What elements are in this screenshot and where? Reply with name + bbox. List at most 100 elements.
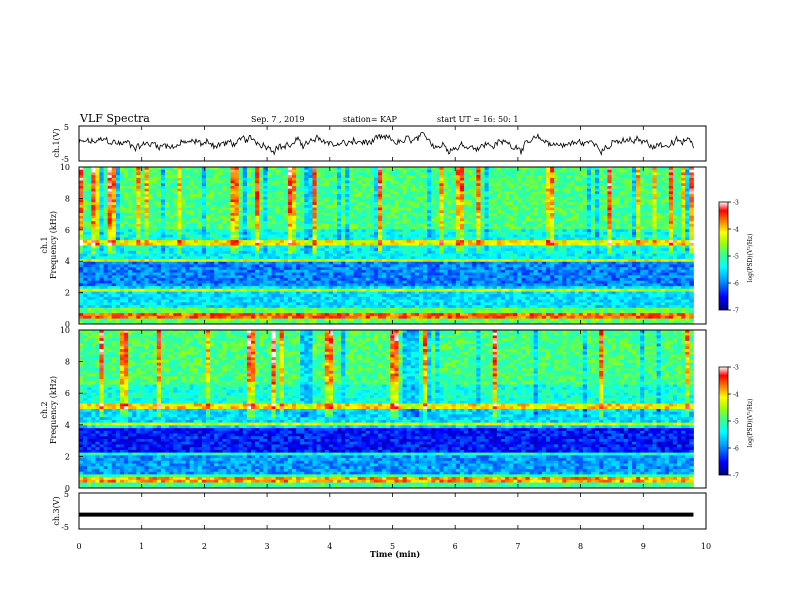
- spectrogram-cell: [390, 259, 395, 263]
- spectrogram-cell: [324, 172, 330, 176]
- spectrogram-cell: [357, 302, 363, 306]
- spectrogram-cell: [201, 313, 207, 317]
- spectrogram-cell: [107, 199, 113, 203]
- spectrogram-cell: [263, 226, 268, 230]
- spectrogram-cell: [91, 315, 96, 319]
- spectrogram-cell: [91, 202, 96, 206]
- spectrogram-cell: [406, 245, 412, 249]
- spectrogram-cell: [378, 261, 383, 265]
- spectrogram-cell: [267, 199, 272, 203]
- spectrogram-cell: [328, 207, 334, 211]
- spectrogram-cell: [386, 167, 391, 171]
- spectrogram-cell: [99, 204, 104, 209]
- spectrogram-cell: [238, 253, 244, 257]
- spectrogram-cell: [226, 305, 231, 309]
- spectrogram-cell: [91, 172, 96, 176]
- spectrogram-cell: [124, 202, 129, 206]
- spectrogram-cell: [181, 169, 186, 173]
- spectrogram-cell: [111, 277, 117, 282]
- spectrogram-cell: [410, 180, 416, 184]
- spectrogram-cell: [283, 169, 289, 173]
- spectrogram-cell: [201, 191, 207, 195]
- spectrogram-cell: [205, 199, 211, 203]
- spectrogram-cell: [357, 175, 363, 179]
- spectrogram-cell: [222, 310, 227, 314]
- spectrogram-cell: [107, 196, 113, 200]
- spectrogram-cell: [341, 183, 346, 187]
- spectrogram-cell: [91, 226, 96, 230]
- spectrogram-cell: [234, 207, 240, 211]
- spectrogram-cell: [357, 310, 363, 314]
- spectrogram-cell: [152, 221, 158, 225]
- spectrogram-cell: [332, 291, 338, 295]
- spectrogram-cell: [193, 169, 199, 173]
- spectrogram-cell: [222, 272, 227, 276]
- spectrogram-cell: [132, 210, 137, 214]
- spectrogram-cell: [115, 194, 121, 198]
- spectrogram-cell: [357, 199, 363, 203]
- spectrogram-cell: [230, 177, 236, 181]
- spectrogram-cell: [111, 248, 117, 252]
- spectrogram-cell: [279, 291, 285, 295]
- spectrogram-cell: [103, 267, 109, 271]
- spectrogram-cell: [390, 231, 395, 236]
- spectrogram-cell: [345, 169, 350, 173]
- spectrogram-cell: [312, 248, 317, 252]
- spectrogram-cell: [271, 188, 277, 192]
- spectrogram-cell: [255, 315, 260, 319]
- spectrogram-cell: [173, 223, 178, 227]
- spectrogram-cell: [365, 196, 371, 200]
- spectrogram-cell: [275, 248, 281, 252]
- spectrogram-cell: [255, 188, 260, 192]
- spectrogram-cell: [398, 172, 404, 176]
- spectrogram-cell: [292, 204, 297, 209]
- spectrogram-cell: [152, 202, 158, 206]
- spectrogram-cell: [353, 313, 358, 317]
- spectrogram-cell: [173, 167, 178, 171]
- spectrogram-cell: [111, 288, 117, 292]
- spectrogram-cell: [353, 310, 358, 314]
- spectrogram-cell: [91, 191, 96, 195]
- spectrogram-cell: [382, 307, 387, 311]
- spectrogram-cell: [419, 318, 424, 322]
- spectrogram-cell: [296, 280, 301, 284]
- spectrogram-cell: [160, 234, 166, 238]
- spectrogram-cell: [267, 318, 272, 322]
- spectrogram-cell: [87, 204, 92, 209]
- spectrogram-cell: [210, 194, 215, 198]
- spectrogram-cell: [99, 313, 104, 317]
- spectrogram-cell: [140, 248, 145, 252]
- spectrogram-cell: [181, 294, 186, 298]
- spectrogram-cell: [414, 240, 420, 244]
- spectrogram-cell: [316, 194, 322, 198]
- spectrogram-cell: [275, 299, 281, 303]
- spectrogram-cell: [337, 191, 342, 195]
- spectrogram-cell: [136, 199, 141, 203]
- spectrogram-cell: [390, 280, 395, 284]
- spectrogram-cell: [201, 275, 207, 279]
- spectrogram-cell: [119, 180, 125, 184]
- spectrogram-cell: [234, 210, 240, 214]
- spectrogram-cell: [369, 237, 375, 241]
- spectrogram-cell: [300, 215, 305, 219]
- spectrogram-cell: [119, 226, 125, 230]
- spectrogram-cell: [222, 240, 227, 244]
- spectrogram-cell: [373, 185, 379, 190]
- spectrogram-cell: [394, 318, 399, 322]
- spectrogram-cell: [214, 248, 219, 252]
- spectrogram-cell: [173, 183, 178, 187]
- spectrogram-cell: [287, 237, 293, 241]
- spectrogram-cell: [345, 215, 350, 219]
- spectrogram-cell: [173, 229, 178, 233]
- spectrogram-cell: [119, 215, 125, 219]
- spectrogram-cell: [136, 291, 141, 295]
- spectrogram-cell: [152, 280, 158, 284]
- spectrogram-cell: [169, 305, 174, 309]
- spectrogram-cell: [304, 218, 309, 222]
- spectrogram-cell: [328, 240, 334, 244]
- spectrogram-cell: [251, 240, 256, 244]
- spectrogram-cell: [193, 237, 199, 241]
- spectrogram-cell: [119, 299, 125, 303]
- spectrogram-cell: [230, 191, 236, 195]
- spectrogram-cell: [271, 269, 277, 273]
